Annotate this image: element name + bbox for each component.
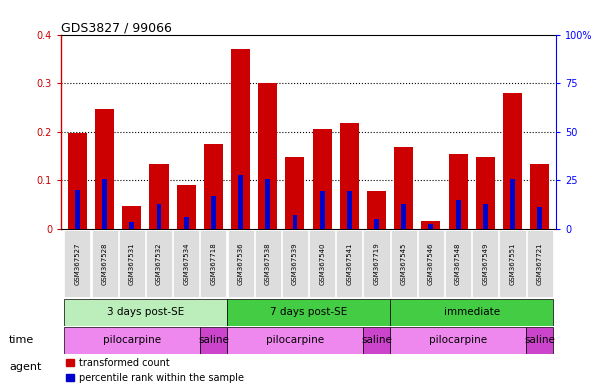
Text: GSM367719: GSM367719 [373,242,379,285]
Bar [347,191,352,229]
FancyBboxPatch shape [472,230,499,297]
Text: GSM367536: GSM367536 [238,242,244,285]
FancyBboxPatch shape [146,230,172,297]
Bar [211,196,216,229]
Text: immediate: immediate [444,307,500,317]
FancyBboxPatch shape [200,230,227,297]
Text: GSM367545: GSM367545 [401,242,407,285]
Text: GSM367540: GSM367540 [319,242,325,285]
Bar [483,204,488,229]
Text: 7 days post-SE: 7 days post-SE [270,307,347,317]
Bar [367,191,386,229]
Bar [238,174,243,229]
Bar [530,164,549,229]
Bar [177,185,196,229]
Text: GSM367528: GSM367528 [101,242,108,285]
Bar [394,147,413,229]
Text: GSM367548: GSM367548 [455,242,461,285]
Bar [102,179,107,229]
Text: pilocarpine: pilocarpine [429,335,487,345]
Text: GSM367721: GSM367721 [536,242,543,285]
FancyBboxPatch shape [227,230,254,297]
FancyBboxPatch shape [119,230,145,297]
Bar [95,109,114,229]
Bar [340,123,359,229]
Text: saline: saline [524,335,555,345]
Bar [456,200,461,229]
Text: GSM367541: GSM367541 [346,242,353,285]
Bar [258,83,277,229]
Bar [184,217,189,229]
FancyBboxPatch shape [64,230,90,297]
FancyBboxPatch shape [92,230,118,297]
Bar [401,204,406,229]
FancyBboxPatch shape [227,299,390,326]
FancyBboxPatch shape [390,299,554,326]
Text: 3 days post-SE: 3 days post-SE [107,307,184,317]
Bar [231,49,250,229]
Text: GSM367551: GSM367551 [510,242,516,285]
FancyBboxPatch shape [336,230,362,297]
Bar [510,179,515,229]
Text: saline: saline [198,335,229,345]
Bar [122,206,141,229]
Text: GSM367527: GSM367527 [75,242,81,285]
FancyBboxPatch shape [173,230,199,297]
FancyBboxPatch shape [526,327,554,354]
Text: pilocarpine: pilocarpine [103,335,161,345]
Bar [537,207,542,229]
Bar [204,144,223,229]
FancyBboxPatch shape [227,327,363,354]
Bar [68,133,87,229]
Legend: transformed count, percentile rank within the sample: transformed count, percentile rank withi… [66,358,244,383]
Bar [422,221,441,229]
Bar [265,179,270,229]
Text: GSM367532: GSM367532 [156,242,162,285]
Bar [448,154,467,229]
Text: pilocarpine: pilocarpine [266,335,324,345]
FancyBboxPatch shape [64,327,200,354]
Bar [130,222,134,229]
Text: GSM367549: GSM367549 [482,242,488,285]
FancyBboxPatch shape [418,230,444,297]
FancyBboxPatch shape [364,230,390,297]
Text: GSM367534: GSM367534 [183,242,189,285]
FancyBboxPatch shape [527,230,553,297]
FancyBboxPatch shape [255,230,281,297]
Bar [156,204,161,229]
Bar [285,157,304,229]
Bar [503,93,522,229]
Bar [428,224,433,229]
FancyBboxPatch shape [499,230,525,297]
FancyBboxPatch shape [390,230,417,297]
Text: agent: agent [9,362,42,372]
Text: GSM367531: GSM367531 [129,242,135,285]
Text: GSM367546: GSM367546 [428,242,434,285]
FancyBboxPatch shape [64,299,227,326]
FancyBboxPatch shape [445,230,471,297]
FancyBboxPatch shape [390,327,526,354]
FancyBboxPatch shape [309,230,335,297]
Bar [75,190,80,229]
Bar [293,215,298,229]
Bar [313,129,332,229]
Bar [476,157,495,229]
Text: GDS3827 / 99066: GDS3827 / 99066 [61,22,172,35]
FancyBboxPatch shape [200,327,227,354]
Bar [150,164,169,229]
Text: GSM367539: GSM367539 [292,242,298,285]
Text: saline: saline [361,335,392,345]
Bar [320,191,324,229]
Bar [374,219,379,229]
Text: time: time [9,335,34,345]
FancyBboxPatch shape [363,327,390,354]
FancyBboxPatch shape [282,230,308,297]
Text: GSM367718: GSM367718 [210,242,216,285]
Text: GSM367538: GSM367538 [265,242,271,285]
